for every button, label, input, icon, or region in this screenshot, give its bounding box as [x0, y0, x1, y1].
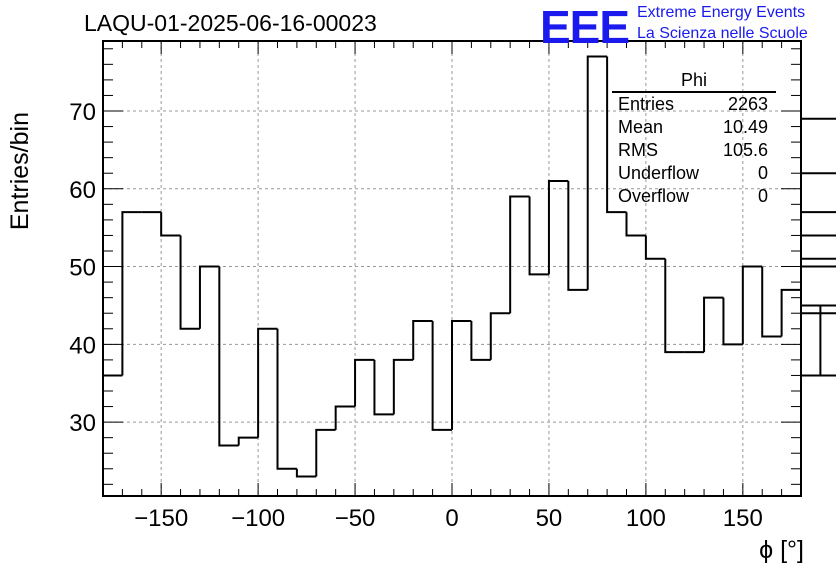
stats-row: Overflow 0 — [612, 185, 776, 208]
stats-label: Entries — [618, 94, 675, 114]
histogram-bin — [412, 320, 433, 360]
y-tick-label: 40 — [69, 332, 96, 359]
stats-label: Underflow — [618, 163, 700, 183]
histogram-bin — [160, 212, 181, 237]
histogram-bin — [528, 196, 549, 276]
histogram-bin — [547, 180, 569, 275]
histogram-bin — [801, 265, 836, 268]
y-axis-label: Entries/bin — [6, 112, 34, 231]
histogram-bin — [801, 312, 836, 315]
histogram-bin — [586, 55, 608, 290]
histogram-bin — [644, 235, 666, 260]
stats-value: 10.49 — [722, 117, 768, 137]
histogram-bin — [295, 468, 317, 478]
histogram-bin — [509, 195, 530, 314]
histogram-bin — [470, 321, 491, 361]
stats-label: RMS — [618, 140, 658, 160]
histogram-bin — [801, 172, 836, 175]
histogram-bin — [276, 328, 297, 470]
histogram-bin — [451, 320, 472, 430]
histogram-bin — [489, 312, 511, 360]
histogram-bin — [664, 258, 685, 354]
histogram-bin — [121, 211, 142, 376]
histogram-bin — [354, 358, 375, 407]
x-tick-label: 50 — [536, 505, 563, 532]
logo-line-2: La Scienza nelle Scuole — [637, 25, 808, 42]
x-axis-label: ϕ [°] — [759, 536, 804, 564]
histogram-bin — [722, 297, 743, 346]
stats-value: 2263 — [727, 94, 768, 114]
plot-title: LAQU-01-2025-06-16-00023 — [84, 10, 377, 36]
x-tick-label: −100 — [231, 505, 285, 532]
eee-logo: EEE — [540, 1, 630, 53]
histogram-bin — [780, 288, 801, 337]
stats-title: Phi — [612, 70, 776, 93]
histogram-bin — [198, 265, 220, 329]
plot-frame — [102, 40, 802, 497]
histogram-bin — [334, 405, 356, 430]
histogram-bin — [237, 436, 259, 446]
histogram-bin — [703, 296, 724, 353]
stats-value: 0 — [757, 163, 768, 183]
histogram-bin — [801, 304, 836, 307]
stats-row: Entries 2263 — [612, 93, 776, 116]
histogram-bin — [741, 265, 763, 345]
stats-value: 0 — [757, 186, 768, 206]
histogram-bin — [801, 117, 836, 120]
histogram-bin — [801, 211, 836, 214]
histogram-bin — [218, 266, 239, 447]
stats-value: 105.6 — [722, 140, 768, 160]
x-tick-label: −50 — [335, 505, 376, 532]
histogram-bin — [801, 234, 836, 237]
y-tick-label: 70 — [69, 99, 96, 126]
histogram-bin — [431, 321, 452, 431]
stats-row: Underflow 0 — [612, 162, 776, 185]
y-tick-label: 50 — [69, 255, 96, 282]
stats-box: Phi Entries 2263 Mean 10.49 RMS 105.6 Un… — [612, 70, 776, 208]
x-tick-label: 0 — [445, 505, 458, 532]
stats-label: Mean — [618, 117, 664, 137]
y-tick-label: 30 — [69, 410, 96, 437]
stats-row: Mean 10.49 — [612, 116, 776, 139]
x-tick-label: −150 — [134, 505, 188, 532]
histogram-bin — [373, 359, 394, 416]
stats-row: RMS 105.6 — [612, 139, 776, 162]
histogram-bin — [257, 327, 278, 438]
histogram-bin — [567, 181, 588, 291]
histogram-bin — [179, 235, 200, 330]
y-tick-label: 60 — [69, 177, 96, 204]
histogram-bin — [315, 428, 336, 477]
histogram-bin — [606, 56, 627, 214]
logo-line-1: Extreme Energy Events — [637, 4, 806, 21]
x-tick-label: 150 — [723, 505, 763, 532]
histogram-bin — [761, 266, 782, 338]
histogram-bin — [801, 305, 822, 377]
histogram-bin — [625, 212, 646, 237]
x-tick-label: 100 — [626, 505, 666, 532]
stats-label: Overflow — [618, 186, 690, 206]
histogram-bin — [392, 358, 414, 415]
